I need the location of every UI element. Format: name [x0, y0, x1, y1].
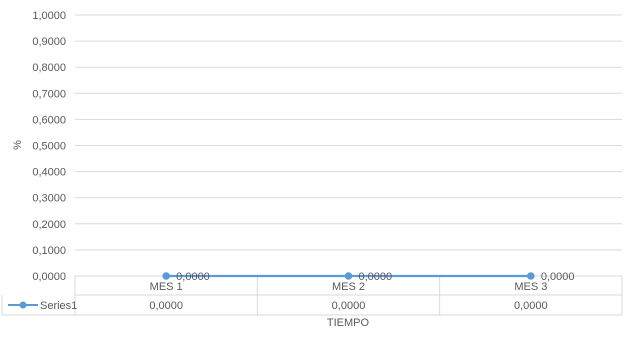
x-axis-title: TIEMPO: [327, 317, 370, 329]
y-tick-label: 0,2000: [32, 219, 66, 231]
data-label: 0,0000: [359, 271, 393, 283]
y-tick-label: 0,4000: [32, 167, 66, 179]
y-tick-label: 0,8000: [32, 62, 66, 74]
y-tick-label: 0,1000: [32, 245, 66, 257]
data-table-value: 0,0000: [514, 300, 548, 312]
y-axis-ticks: 0,0000 0,1000 0,2000 0,3000 0,4000 0,5000 0,60…: [32, 10, 66, 283]
data-point: [527, 272, 535, 280]
y-tick-label: 0,9000: [32, 36, 66, 48]
data-labels: 0,0000 0,0000 0,0000: [176, 271, 574, 283]
x-category-label: MES 1: [150, 281, 183, 293]
y-tick-label: 0,5000: [32, 141, 66, 153]
data-table: MES 1 MES 2 MES 3 Series1 0,0000 0,0000 0,0000: [1, 276, 623, 316]
series-layer: [162, 272, 535, 280]
data-point: [162, 272, 170, 280]
y-tick-label: 0,7000: [32, 88, 66, 100]
x-category-label: MES 3: [514, 281, 547, 293]
y-axis-title: %: [12, 140, 24, 150]
data-label: 0,0000: [176, 271, 210, 283]
gridlines: [75, 14, 622, 277]
x-category-label: MES 2: [332, 281, 365, 293]
legend-marker: [19, 301, 27, 309]
data-table-value: 0,0000: [332, 300, 366, 312]
legend-series-name: Series1: [40, 300, 77, 312]
data-label: 0,0000: [541, 271, 575, 283]
y-tick-label: 0,0000: [32, 271, 66, 283]
data-table-value: 0,0000: [149, 300, 183, 312]
y-tick-label: 1,0000: [32, 10, 66, 22]
y-tick-label: 0,3000: [32, 193, 66, 205]
data-point: [344, 272, 353, 280]
y-tick-label: 0,6000: [32, 114, 66, 126]
